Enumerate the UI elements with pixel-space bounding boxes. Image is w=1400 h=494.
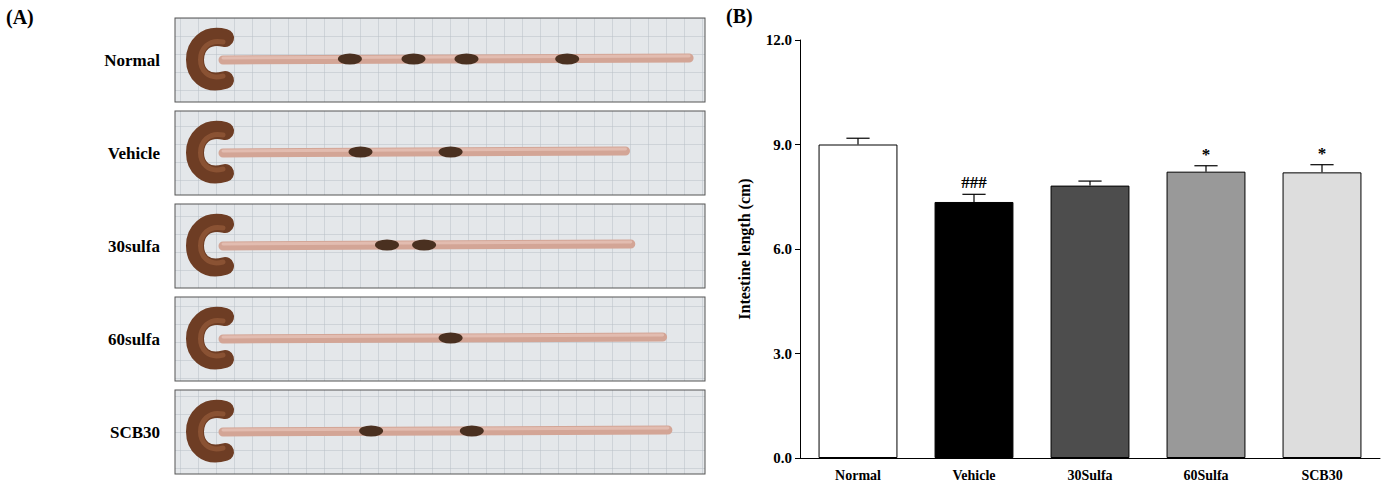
svg-text:30Sulfa: 30Sulfa bbox=[1067, 468, 1112, 483]
svg-text:###: ### bbox=[961, 173, 987, 192]
svg-text:*: * bbox=[1202, 145, 1211, 164]
svg-text:3.0: 3.0 bbox=[773, 346, 792, 362]
svg-text:12.0: 12.0 bbox=[766, 32, 792, 48]
svg-text:Normal: Normal bbox=[104, 51, 160, 70]
svg-text:0.0: 0.0 bbox=[773, 450, 792, 466]
svg-text:60sulfa: 60sulfa bbox=[108, 330, 160, 349]
svg-text:30sulfa: 30sulfa bbox=[108, 237, 160, 256]
svg-text:Vehicle: Vehicle bbox=[108, 144, 161, 163]
svg-text:6.0: 6.0 bbox=[773, 241, 792, 257]
svg-text:Intestine length (cm): Intestine length (cm) bbox=[736, 178, 754, 319]
svg-text:*: * bbox=[1318, 144, 1327, 163]
svg-text:(A): (A) bbox=[6, 6, 34, 29]
svg-text:Vehicle: Vehicle bbox=[952, 468, 995, 483]
svg-text:SCB30: SCB30 bbox=[1301, 468, 1342, 483]
svg-text:(B): (B) bbox=[726, 5, 753, 28]
svg-text:60Sulfa: 60Sulfa bbox=[1183, 468, 1228, 483]
svg-text:9.0: 9.0 bbox=[773, 137, 792, 153]
svg-text:Normal: Normal bbox=[835, 468, 881, 483]
svg-text:SCB30: SCB30 bbox=[110, 423, 160, 442]
